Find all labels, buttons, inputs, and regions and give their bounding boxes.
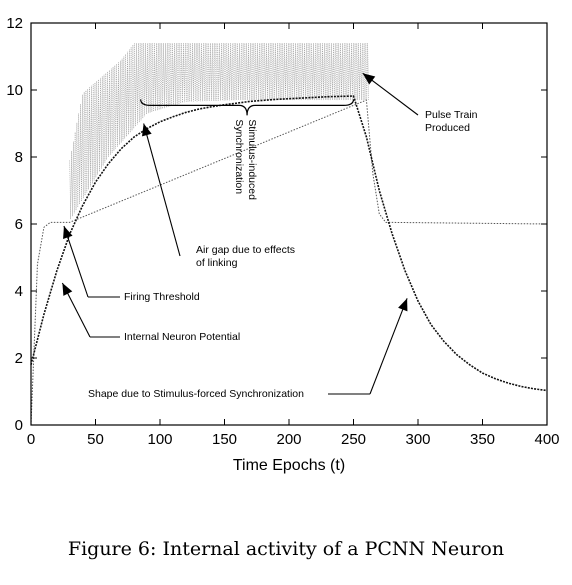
annotation-shape: Shape due to Stimulus-forced Synchroniza… [88,388,304,400]
axes: 0 50 100 150 200 250 300 350 400 0 2 4 6 8 10 12 Time Ep… [6,15,559,474]
y-tick-label: 2 [15,350,23,367]
y-tick-label: 10 [6,82,23,99]
x-tick-label: 300 [405,431,430,448]
pcnn-chart: 0 50 100 150 200 250 300 350 400 0 2 4 6 8 10 12 Time Ep… [6,15,559,474]
annotation-air-gap: Air gap due to effects of linking [196,244,295,269]
y-tick-label: 12 [6,15,23,32]
x-tick-label: 400 [534,431,559,448]
air-gap-arrow-head [142,123,152,137]
x-tick-label: 0 [27,431,35,448]
x-tick-label: 250 [341,431,366,448]
air-gap-arrow-line [143,123,181,257]
y-tick-label: 8 [15,149,23,166]
pulse-train-series [69,43,369,220]
x-tick-label: 150 [212,431,237,448]
y-tick-label: 0 [15,417,23,434]
plot-area [30,43,548,426]
figure-caption: Figure 6: Internal activity of a PCNN Ne… [67,538,505,560]
x-tick-label: 200 [276,431,301,448]
annotation-internal-potential: Internal Neuron Potential [124,331,240,343]
y-tick-label: 4 [15,283,23,300]
annotations: Stimulus-inducedSynchronization Pulse Tra… [61,72,478,400]
x-tick-label: 50 [87,431,104,448]
annotation-firing-threshold: Firing Threshold [124,291,200,303]
x-axis-title: Time Epochs (t) [233,457,345,474]
synchronization-bracket [140,99,355,116]
annotation-stimulus-synchronization: Stimulus-inducedSynchronization [233,119,258,200]
shape-arrow-head [398,298,408,312]
x-tick-label: 350 [470,431,495,448]
y-tick-label: 6 [15,216,23,233]
firing-threshold-arrow-head [63,226,73,239]
pulse-train-arrow-head [362,73,376,85]
annotation-pulse-train: Pulse Train Produced [425,109,478,134]
shape-arrow-line [369,298,408,395]
firing-threshold-arrow-line [63,225,89,298]
internal-potential-arrow-head [62,282,73,296]
firing-threshold-series [30,99,548,426]
x-tick-label: 100 [147,431,172,448]
